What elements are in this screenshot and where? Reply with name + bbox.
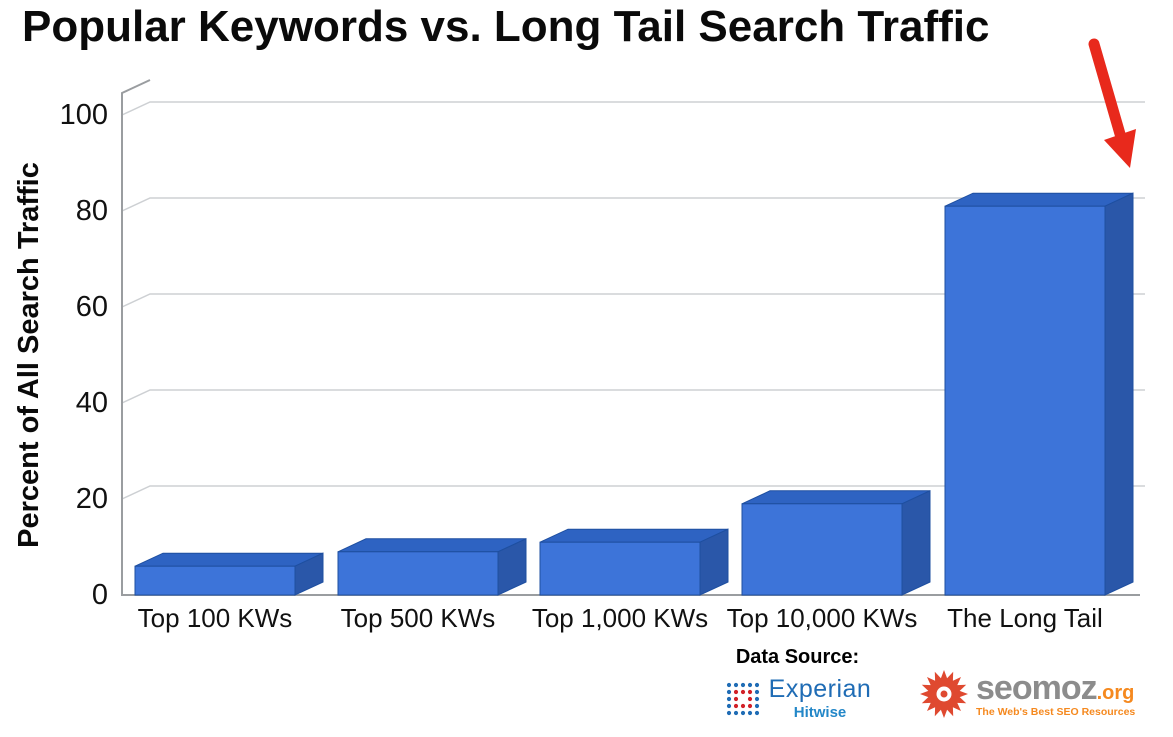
bar-side-face: [901, 490, 931, 596]
bar-top-100-kws: [134, 552, 324, 596]
experian-dot: [754, 696, 759, 701]
x-category-top-500-kws: Top 500 KWs: [340, 603, 496, 633]
experian-dot: [740, 703, 745, 708]
bar-side-face: [294, 552, 324, 596]
y-tick-label-80: 80: [75, 195, 108, 227]
x-category-the-long-tail: The Long Tail: [947, 603, 1103, 633]
bar-top-face: [337, 538, 527, 553]
data-source-label: Data Source:: [735, 646, 860, 668]
annotation-arrow: [1088, 38, 1136, 168]
bar-front-face: [944, 205, 1106, 596]
experian-dot: [747, 703, 752, 708]
y-axis-title: Percent of All Search Traffic: [13, 162, 45, 548]
gridline-100: [121, 101, 1145, 116]
bar-side-face: [1104, 192, 1134, 596]
axis-lines: [121, 79, 1140, 596]
experian-dot: [726, 710, 731, 715]
experian-dot: [726, 689, 731, 694]
hitwise-wordmark: Hitwise: [793, 704, 847, 721]
bar-side-face: [497, 538, 527, 596]
experian-dot: [740, 682, 745, 687]
experian-dot: [747, 696, 752, 701]
data-source-block: Data Source: Experian Hitwise: [700, 646, 895, 720]
x-category-top-1000-kws: Top 1,000 KWs: [531, 603, 709, 633]
bar-top-face: [741, 490, 931, 505]
x-category-top-10000-kws: Top 10,000 KWs: [726, 603, 918, 633]
bar-top-10-000-kws: [741, 490, 931, 596]
y-tick-label-60: 60: [75, 291, 108, 323]
experian-dot: [733, 710, 738, 715]
seomoz-tagline: The Web's Best SEO Resources: [976, 705, 1136, 718]
gridline-20: [121, 485, 1145, 500]
experian-dot: [733, 696, 738, 701]
experian-wordmark-block: Experian Hitwise: [768, 675, 872, 721]
gridline-80: [121, 197, 1145, 212]
bar-front-face: [337, 551, 499, 596]
experian-dot: [740, 689, 745, 694]
seomoz-org-suffix: .org: [1096, 681, 1135, 704]
bar-top-1-000-kws: [539, 528, 729, 596]
experian-dots-icon: [726, 682, 759, 715]
experian-dot: [733, 689, 738, 694]
y-tick-label-40: 40: [75, 387, 108, 419]
experian-dot: [754, 682, 759, 687]
gridline-60: [121, 293, 1145, 308]
experian-dot: [747, 682, 752, 687]
bar-side-face: [699, 528, 729, 596]
experian-dot: [726, 696, 731, 701]
y-tick-label-20: 20: [75, 483, 108, 515]
experian-wordmark: Experian: [768, 675, 872, 703]
experian-hitwise-logo: Experian Hitwise: [700, 677, 895, 720]
experian-dot: [747, 689, 752, 694]
experian-dot: [733, 703, 738, 708]
arrow-shaft: [1088, 38, 1126, 140]
experian-dot: [733, 682, 738, 687]
experian-dot: [754, 703, 759, 708]
seomoz-logo: seomoz .org The Web's Best SEO Resources: [918, 668, 1135, 720]
bar-top-face: [539, 528, 729, 543]
bar-top-face: [944, 192, 1134, 207]
y-tick-label-100: 100: [59, 99, 108, 131]
seomoz-wordmark: seomoz: [976, 668, 1098, 707]
experian-dot: [754, 689, 759, 694]
y-tick-label-0: 0: [91, 579, 108, 611]
bar-front-face: [741, 503, 903, 596]
bar-front-face: [539, 541, 701, 596]
gridline-40: [121, 389, 1145, 404]
experian-dot: [726, 703, 731, 708]
bar-top-500-kws: [337, 538, 527, 596]
burst-center: [940, 690, 948, 698]
experian-dot: [740, 710, 745, 715]
bar-top-face: [134, 552, 324, 567]
experian-dot: [726, 682, 731, 687]
experian-dot: [754, 710, 759, 715]
experian-dot: [747, 710, 752, 715]
seomoz-burst-icon: [920, 670, 968, 718]
arrow-head: [1104, 129, 1136, 168]
seomoz-wordmark-block: seomoz .org The Web's Best SEO Resources: [976, 671, 1135, 718]
bar-the-long-tail: [944, 192, 1134, 596]
x-category-top-100-kws: Top 100 KWs: [137, 603, 293, 633]
chart-title: Popular Keywords vs. Long Tail Search Tr…: [22, 2, 990, 51]
bar-front-face: [134, 565, 296, 596]
